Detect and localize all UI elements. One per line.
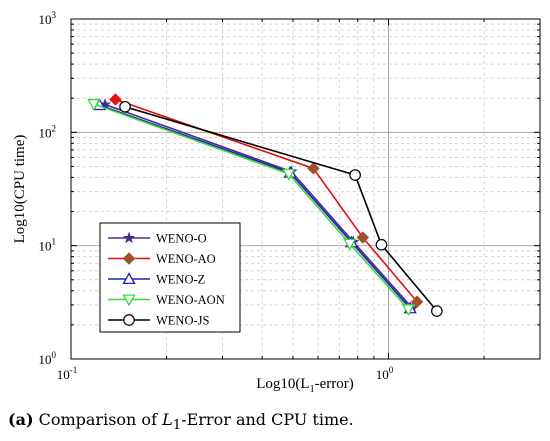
caption-label: (a) [8, 410, 34, 429]
legend-item-weno-aon: WENO-AON [108, 293, 225, 307]
data-point-weno-aon [282, 168, 296, 181]
legend-box [99, 222, 241, 333]
data-point-weno-js [375, 238, 388, 251]
y-tick-label: 100 [39, 350, 57, 367]
y-tick-label: 101 [39, 237, 57, 254]
series-line-weno-aon [93, 103, 409, 310]
data-point-weno-ao [356, 231, 370, 244]
legend-marker [122, 294, 136, 307]
data-point-weno-ao [109, 93, 122, 106]
series-line-weno-o [104, 103, 414, 309]
series-line-weno-js [124, 106, 438, 312]
legend-marker [123, 314, 135, 326]
legend-marker [122, 252, 136, 265]
series-line-weno-z [99, 104, 411, 309]
x-tick-label: 100 [376, 365, 394, 382]
y-tick-label: 102 [39, 123, 57, 140]
series-weno-aon [87, 98, 415, 317]
data-point-weno-js [349, 169, 361, 181]
series-layer [87, 93, 443, 317]
y-axis-label: Log10(CPU time) [12, 135, 28, 244]
legend-marker [122, 231, 136, 244]
legend-label: WENO-O [156, 232, 207, 246]
legend: WENO-O WENO-AO WENO-Z WENO-AON WENO-JS [99, 222, 241, 333]
y-tick-label: 103 [39, 10, 57, 27]
data-point-weno-aon [401, 304, 415, 317]
legend-item-weno-ao: WENO-AO [108, 252, 216, 266]
data-point-weno-aon [87, 98, 101, 111]
legend-item-weno-z: WENO-Z [108, 272, 205, 287]
legend-item-weno-js: WENO-JS [108, 314, 210, 328]
legend-label: WENO-JS [156, 314, 210, 328]
data-point-weno-js [431, 305, 443, 317]
x-tick-label: 10-1 [57, 365, 78, 382]
legend-label: WENO-AON [156, 293, 225, 307]
data-point-weno-ao [307, 162, 320, 175]
plot-frame [70, 18, 541, 360]
x-axis-label: Log10(L1-error) [256, 376, 353, 395]
legend-label: WENO-Z [156, 273, 205, 287]
legend-item-weno-o: WENO-O [108, 232, 207, 246]
figure-caption: (a) Comparison of L1-Error and CPU time. [8, 410, 548, 433]
caption-text-pre: Comparison of [33, 410, 163, 429]
legend-marker [122, 272, 136, 285]
caption-text-post: -Error and CPU time. [181, 410, 354, 429]
data-point-weno-aon [343, 238, 357, 251]
caption-subscript: 1 [172, 418, 182, 434]
legend-label: WENO-AO [156, 252, 216, 266]
caption-variable: L [162, 410, 173, 429]
series-weno-js [119, 100, 443, 317]
data-point-weno-js [119, 100, 131, 113]
